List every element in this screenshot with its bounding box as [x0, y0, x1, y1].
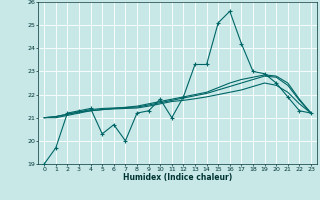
X-axis label: Humidex (Indice chaleur): Humidex (Indice chaleur) [123, 173, 232, 182]
